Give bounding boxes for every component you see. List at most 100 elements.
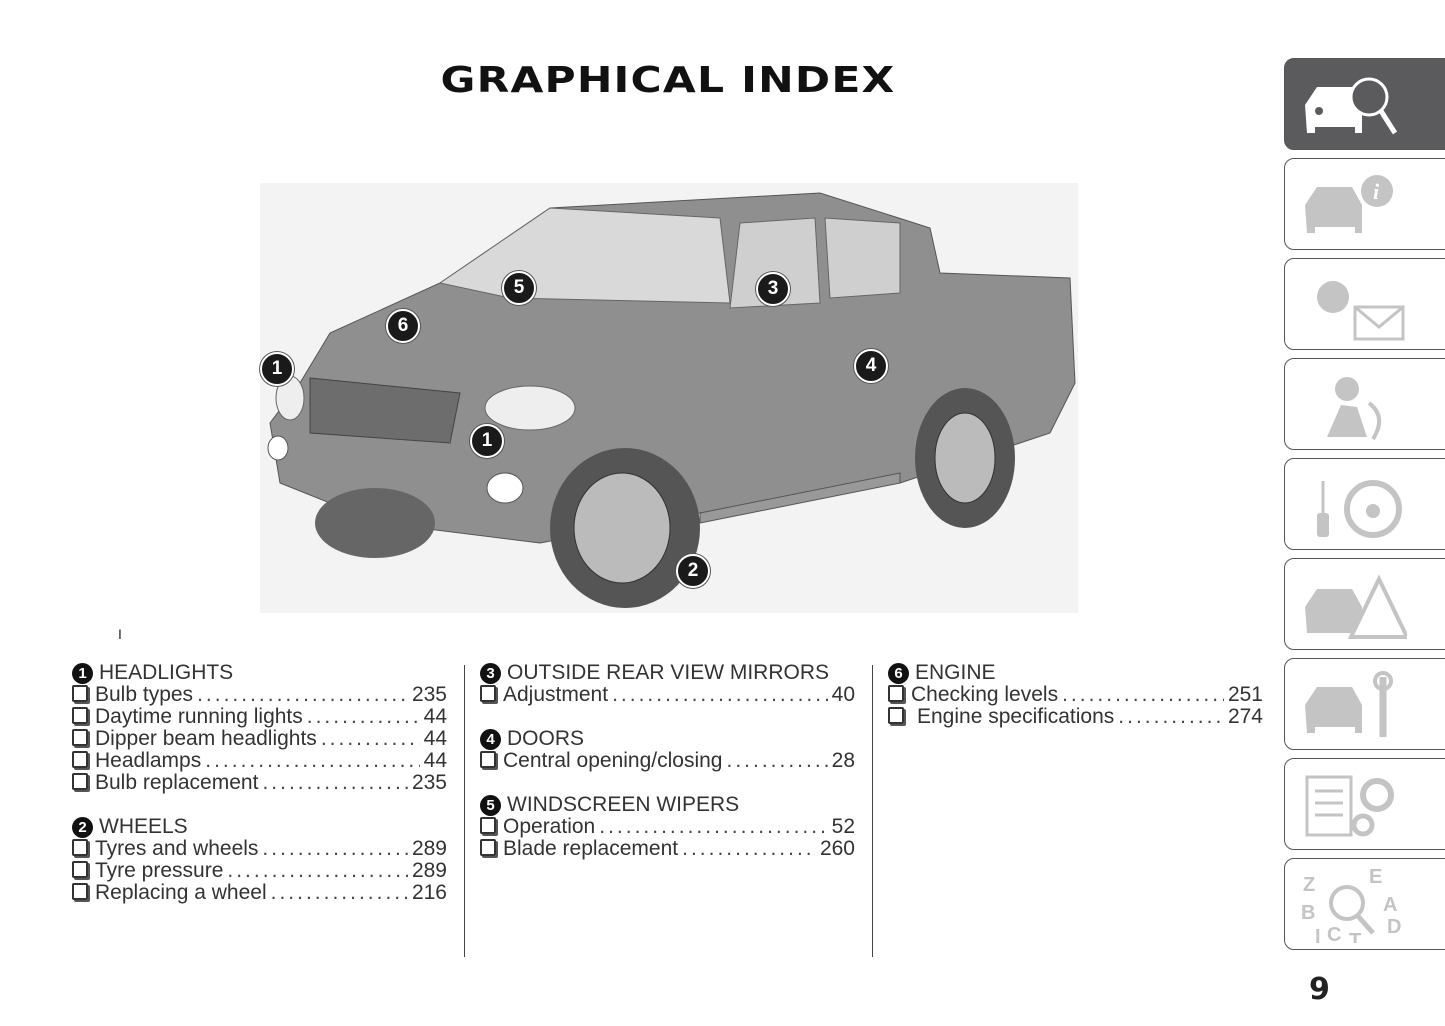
entry-page: 260 xyxy=(819,837,855,860)
index-entry[interactable]: Tyre pressure 289 xyxy=(72,860,447,882)
index-entry[interactable]: Blade replacement 260 xyxy=(480,838,855,860)
checkbox-bullet-icon xyxy=(72,839,88,856)
callout-marker-5: 5 xyxy=(502,271,536,305)
section-number: 4 xyxy=(480,728,501,750)
index-section-headlights: 1 HEADLIGHTS Bulb types 235 Daytime runnin… xyxy=(72,662,447,794)
entry-page: 274 xyxy=(1227,705,1263,728)
side-tab-technical-data[interactable] xyxy=(1284,758,1445,850)
index-column-1: 1 HEADLIGHTS Bulb types 235 Daytime runnin… xyxy=(72,662,447,926)
index-entry[interactable]: Operation 52 xyxy=(480,816,855,838)
callout-marker-2: 2 xyxy=(676,554,710,588)
entry-page: 289 xyxy=(411,859,447,882)
section-title: ENGINE xyxy=(915,661,996,684)
svg-text:I: I xyxy=(1315,926,1321,943)
side-tab-warning-lights[interactable] xyxy=(1284,258,1445,350)
index-entry[interactable]: Headlamps 44 xyxy=(72,750,447,772)
page-title: GRAPHICAL INDEX xyxy=(440,60,896,101)
section-title: WINDSCREEN WIPERS xyxy=(507,793,740,816)
leader-dots xyxy=(612,684,828,706)
section-number: 6 xyxy=(888,662,909,684)
index-section-engine: 6 ENGINE Checking levels 251 Engine specif… xyxy=(888,662,1263,728)
entry-label: Central opening/closing xyxy=(503,749,723,772)
side-tab-maintenance[interactable] xyxy=(1284,658,1445,750)
section-title: WHEELS xyxy=(99,815,188,838)
callout-marker-1: 1 xyxy=(470,424,504,458)
checkbox-bullet-icon xyxy=(480,751,496,768)
entry-label: Operation xyxy=(503,815,596,838)
section-number: 2 xyxy=(72,816,93,838)
leader-dots xyxy=(599,816,827,838)
leader-dots xyxy=(682,838,816,860)
entry-label: Bulb types xyxy=(95,683,194,706)
svg-text:T: T xyxy=(1349,930,1361,943)
index-entry[interactable]: Bulb types 235 xyxy=(72,684,447,706)
entry-label: Tyre pressure xyxy=(95,859,224,882)
checkbox-bullet-icon xyxy=(72,861,88,878)
index-entry[interactable]: Checking levels 251 xyxy=(888,684,1263,706)
index-section-doors: 4 DOORS Central opening/closing 28 xyxy=(480,728,855,772)
checkbox-bullet-icon xyxy=(480,839,496,856)
leader-dots xyxy=(262,772,408,794)
index-entry[interactable]: Central opening/closing 28 xyxy=(480,750,855,772)
checkbox-bullet-icon xyxy=(888,685,904,702)
section-title: DOORS xyxy=(507,727,585,750)
column-divider xyxy=(872,665,873,957)
index-entry[interactable]: Replacing a wheel 216 xyxy=(72,882,447,904)
side-tab-graphical-index[interactable] xyxy=(1284,58,1445,150)
car-info-icon: i xyxy=(1305,175,1393,233)
document-gears-icon xyxy=(1305,775,1394,837)
entry-label: Blade replacement xyxy=(503,837,679,860)
svg-text:A: A xyxy=(1383,894,1397,916)
checkbox-bullet-icon xyxy=(72,773,88,790)
entry-page: 44 xyxy=(423,705,447,728)
entry-page: 235 xyxy=(411,683,447,706)
side-tab-emergency[interactable] xyxy=(1284,558,1445,650)
index-entry[interactable]: Tyres and wheels 289 xyxy=(72,838,447,860)
svg-text:Z: Z xyxy=(1303,874,1315,896)
car-magnifier-icon xyxy=(1305,77,1398,135)
key-steering-wheel-icon xyxy=(1317,480,1402,538)
index-entry[interactable]: Adjustment 40 xyxy=(480,684,855,706)
entry-page: 40 xyxy=(831,683,855,706)
section-title: HEADLIGHTS xyxy=(99,661,234,684)
column-divider xyxy=(464,665,465,957)
section-title: OUTSIDE REAR VIEW MIRRORS xyxy=(507,661,830,684)
checkbox-bullet-icon xyxy=(480,817,496,834)
callout-marker-4: 4 xyxy=(854,349,888,383)
entry-page: 235 xyxy=(411,771,447,794)
index-entry[interactable]: Engine specifications 274 xyxy=(888,706,1263,728)
entry-label: Replacing a wheel xyxy=(95,881,267,904)
index-entry[interactable]: Dipper beam headlights 44 xyxy=(72,728,447,750)
leader-dots xyxy=(205,750,419,772)
index-entry[interactable]: Daytime running lights 44 xyxy=(72,706,447,728)
svg-text:i: i xyxy=(1373,179,1380,204)
checkbox-bullet-icon xyxy=(72,883,88,900)
figure-reference-mark: I xyxy=(118,626,122,642)
callout-marker-3: 3 xyxy=(756,272,790,306)
entry-label: Headlamps xyxy=(95,749,202,772)
entry-label: Daytime running lights xyxy=(95,705,303,728)
side-tab-starting-driving[interactable] xyxy=(1284,458,1445,550)
index-entry[interactable]: Bulb replacement 235 xyxy=(72,772,447,794)
alphabet-index-icon: Z EA B D I C T xyxy=(1301,867,1401,943)
car-warning-triangle-icon xyxy=(1305,574,1407,639)
page-number: 9 xyxy=(1309,972,1330,1007)
side-tab-safety[interactable] xyxy=(1284,358,1445,450)
entry-page: 28 xyxy=(831,749,855,772)
svg-text:E: E xyxy=(1369,867,1382,888)
entry-label: Adjustment xyxy=(503,683,609,706)
leader-dots xyxy=(262,838,408,860)
entry-label: Dipper beam headlights xyxy=(95,727,317,750)
side-tab-getting-to-know[interactable]: i xyxy=(1284,158,1445,250)
car-wrench-icon xyxy=(1305,671,1393,737)
section-number: 1 xyxy=(72,662,93,684)
leader-dots xyxy=(271,882,408,904)
checkbox-bullet-icon xyxy=(72,685,88,702)
leader-dots xyxy=(197,684,408,706)
entry-page: 251 xyxy=(1227,683,1263,706)
entry-label: Tyres and wheels xyxy=(95,837,259,860)
callout-marker-6: 6 xyxy=(386,309,420,343)
entry-page: 52 xyxy=(831,815,855,838)
